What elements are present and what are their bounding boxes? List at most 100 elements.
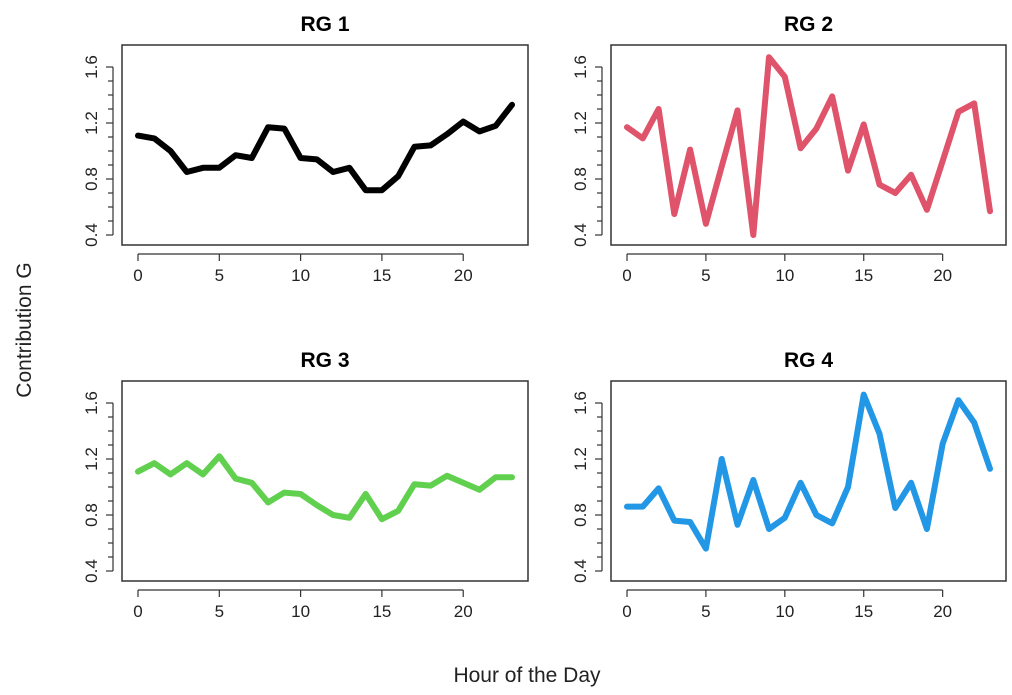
y-tick-label: 0.8	[571, 167, 590, 191]
data-point	[766, 526, 772, 532]
series-line	[135, 453, 515, 523]
data-point	[798, 145, 804, 151]
data-point	[955, 397, 961, 403]
x-tick-label: 5	[215, 602, 224, 621]
x-tick-label: 15	[854, 266, 873, 285]
y-tick-label: 0.4	[82, 559, 101, 583]
y-tick-label: 1.2	[82, 111, 101, 135]
data-point	[829, 520, 835, 526]
data-point	[460, 119, 466, 125]
data-point	[987, 466, 993, 472]
data-point	[265, 499, 271, 505]
data-point	[877, 182, 883, 188]
panel-frame	[610, 44, 1007, 246]
data-point	[782, 74, 788, 80]
x-tick-label: 5	[701, 266, 710, 285]
data-point	[924, 207, 930, 213]
panel-2: RG 2 0 5 10 15 20 0.4 0.8 1.2 1.6	[571, 13, 1007, 285]
y-tick-label: 0.4	[571, 559, 590, 583]
data-point	[444, 473, 450, 479]
data-point	[298, 491, 304, 497]
x-tick-label: 0	[133, 602, 142, 621]
panel-1: RG 1 0 5 10 15 20 0.4 0.8 1.2 1.6	[82, 13, 529, 285]
data-point	[265, 124, 271, 130]
data-point	[813, 126, 819, 132]
data-point	[395, 173, 401, 179]
data-point	[861, 392, 867, 398]
x-tick-label: 0	[622, 602, 631, 621]
data-point	[798, 480, 804, 486]
panel-4: RG 4 0 5 10 15 20 0.4 0.8 1.2 1.6	[571, 349, 1007, 621]
data-point	[671, 518, 677, 524]
y-tick-label: 1.6	[82, 391, 101, 415]
data-point	[314, 502, 320, 508]
series-line	[624, 54, 993, 238]
shared-y-axis-label: Contribution G	[13, 262, 36, 397]
data-point	[363, 491, 369, 497]
data-point	[719, 456, 725, 462]
data-point	[892, 505, 898, 511]
x-tick-label: 10	[291, 266, 310, 285]
data-point	[346, 515, 352, 521]
data-point	[330, 169, 336, 175]
x-tick-label: 5	[215, 266, 224, 285]
data-point	[908, 172, 914, 178]
data-point	[955, 109, 961, 115]
x-tick-label: 15	[854, 602, 873, 621]
data-point	[971, 100, 977, 106]
panel-title: RG 4	[784, 349, 833, 372]
y-tick-label: 0.8	[82, 503, 101, 527]
x-tick-label: 10	[291, 602, 310, 621]
data-point	[940, 441, 946, 447]
x-tick-label: 20	[454, 266, 473, 285]
x-tick-label: 15	[372, 266, 391, 285]
y-tick-label: 1.2	[571, 111, 590, 135]
panel-title: RG 1	[300, 13, 349, 36]
data-point	[734, 522, 740, 528]
data-point	[411, 144, 417, 150]
x-tick-label: 20	[933, 266, 952, 285]
panel-title: RG 2	[784, 13, 833, 36]
data-point	[493, 474, 499, 480]
x-tick-label: 0	[133, 266, 142, 285]
data-point	[750, 232, 756, 238]
data-point	[411, 481, 417, 487]
data-point	[216, 165, 222, 171]
data-point	[813, 512, 819, 518]
data-point	[671, 211, 677, 217]
series-line	[135, 101, 515, 194]
y-tick-label: 1.6	[571, 391, 590, 415]
data-point	[624, 504, 630, 510]
y-tick-label: 0.4	[571, 223, 590, 247]
x-tick-label: 5	[701, 602, 710, 621]
data-point	[184, 169, 190, 175]
data-point	[428, 483, 434, 489]
data-point	[314, 156, 320, 162]
data-point	[330, 512, 336, 518]
x-tick-label: 0	[622, 266, 631, 285]
data-point	[509, 474, 515, 480]
data-point	[233, 476, 239, 482]
data-point	[640, 135, 646, 141]
data-point	[249, 480, 255, 486]
data-point	[509, 102, 515, 108]
y-tick-label: 0.4	[82, 223, 101, 247]
data-point	[476, 487, 482, 493]
data-point	[298, 155, 304, 161]
data-point	[845, 484, 851, 490]
data-point	[216, 453, 222, 459]
x-tick-label: 10	[775, 602, 794, 621]
data-point	[281, 490, 287, 496]
data-point	[135, 469, 141, 475]
data-point	[924, 526, 930, 532]
y-tick-label: 0.8	[82, 167, 101, 191]
data-point	[233, 152, 239, 158]
data-point	[395, 508, 401, 514]
data-point	[971, 420, 977, 426]
y-tick-label: 1.6	[571, 55, 590, 79]
data-point	[656, 106, 662, 112]
y-tick-label: 1.2	[82, 447, 101, 471]
data-point	[379, 516, 385, 522]
data-point	[624, 124, 630, 130]
